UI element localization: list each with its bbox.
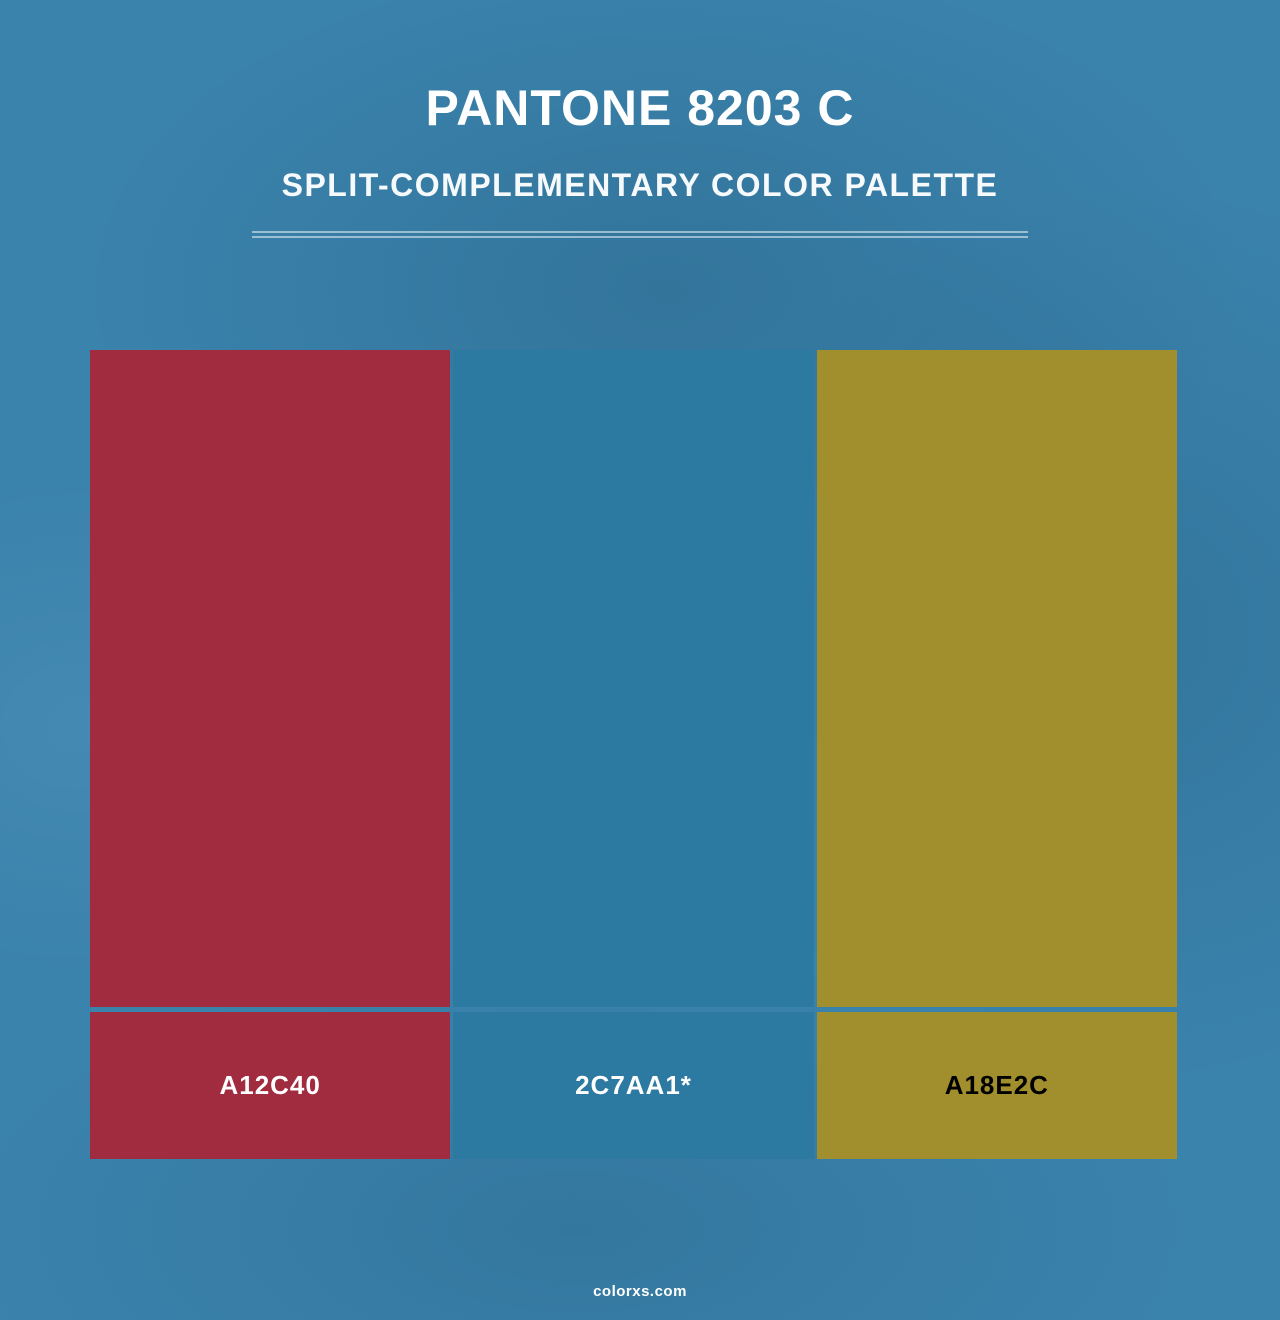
header-divider bbox=[252, 231, 1028, 238]
hex-code-text: A12C40 bbox=[219, 1070, 321, 1100]
hex-code-text: 2C7AA1* bbox=[575, 1070, 692, 1100]
page-title: PANTONE 8203 C bbox=[425, 80, 855, 136]
hex-code-text: A18E2C bbox=[944, 1070, 1049, 1100]
color-swatch-2[interactable] bbox=[453, 350, 814, 1007]
color-swatch-1[interactable] bbox=[90, 350, 451, 1007]
color-hex-label-2[interactable]: 2C7AA1* bbox=[453, 1012, 814, 1159]
watermark-link[interactable]: colorxs.com bbox=[593, 1283, 687, 1300]
color-palette: A12C40 2C7AA1* A18E2C bbox=[90, 350, 1177, 1159]
color-hex-label-3[interactable]: A18E2C bbox=[816, 1012, 1177, 1159]
color-swatch-3[interactable] bbox=[816, 350, 1177, 1007]
page-subtitle: SPLIT-COMPLEMENTARY COLOR PALETTE bbox=[281, 167, 999, 203]
color-hex-label-1[interactable]: A12C40 bbox=[90, 1012, 451, 1159]
